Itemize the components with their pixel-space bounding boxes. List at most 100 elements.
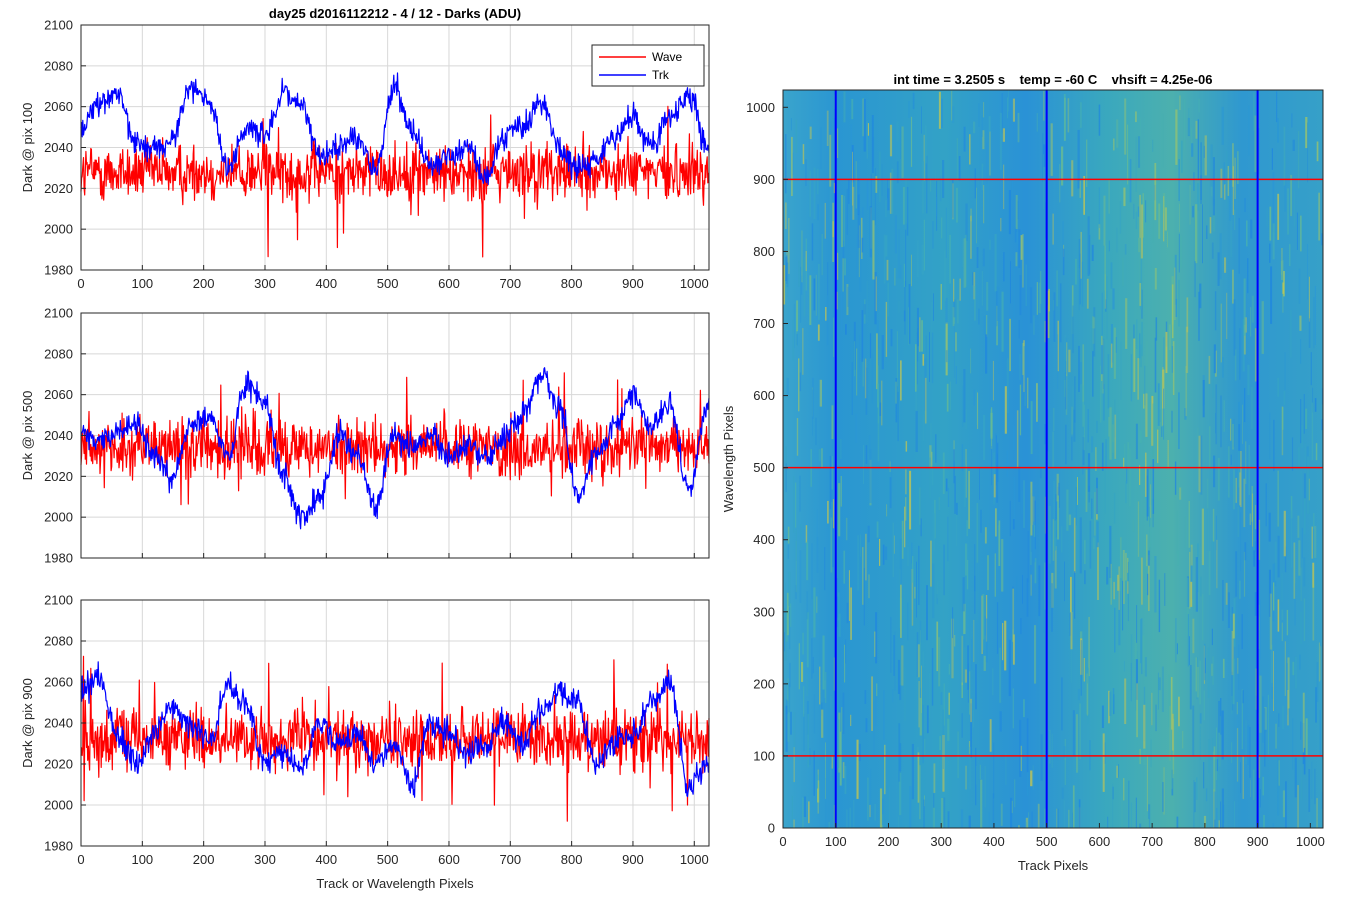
heatmap-streak [1220,303,1222,363]
heatmap-streak [1104,274,1106,309]
heatmap-streak [924,377,927,424]
heatmap-streak [987,555,989,591]
heatmap-streak [1267,694,1269,755]
heatmap-streak [806,591,809,620]
heatmap-streak [1244,387,1246,423]
series-line-trk [80,367,710,530]
heatmap-streak [985,334,988,374]
heatmap-streak [812,656,814,674]
y-tick-label: 2100 [44,593,73,608]
heatmap-streak [1185,365,1188,417]
heatmap-streak [1216,808,1218,828]
heatmap-streak [1250,780,1251,797]
heatmap-streak [1053,299,1055,311]
heatmap-streak [921,665,922,713]
heatmap-streak [1208,355,1211,384]
heatmap-streak [1079,703,1081,759]
heatmap-streak [1186,577,1189,636]
heatmap-streak [805,250,807,271]
heatmap-streak [1238,424,1241,469]
x-tick-label: 200 [193,852,215,867]
heatmap-streak [941,217,943,239]
heatmap-streak [1178,279,1180,327]
x-ticks: 0 100 200 300 400 500 600 700 800 900 1000 [77,841,709,867]
heatmap-streak [1238,450,1241,488]
heatmap-streak [977,392,979,430]
heatmap-streak [1124,678,1127,724]
heatmap-streak [1072,812,1073,828]
heatmap-streak [926,705,929,734]
heatmap-streak [1103,384,1105,421]
heatmap-streak [903,588,905,634]
heatmap-streak [1056,334,1059,389]
heatmap-streak [1152,202,1154,243]
heatmap-streak [839,439,842,459]
heatmap-streak [947,811,950,828]
heatmap-streak [1142,635,1145,670]
heatmap-streak [1104,456,1106,514]
heatmap-streak [945,478,948,492]
heatmap-streak [1161,377,1163,402]
heatmap-streak [1052,431,1055,469]
heatmap-streak [1284,546,1287,573]
heatmap-streak [903,263,905,287]
heatmap-streak [783,265,786,305]
heatmap-streak [1098,104,1101,136]
heatmap-streak [865,718,868,733]
heatmap-streak [1020,235,1023,260]
heatmap-streak [890,616,892,673]
heatmap-streak [1110,343,1113,368]
heatmap-streak [921,244,924,275]
heatmap-streak [1281,248,1283,280]
heatmap-streak [831,489,833,502]
heatmap-streak [1120,537,1122,579]
heatmap-streak [809,275,812,326]
heatmap-streak [917,240,919,278]
heatmap-streak [1096,521,1099,548]
heatmap-streak [1075,258,1078,285]
heatmap-streak [1312,387,1314,413]
heatmap-streak [1314,398,1317,412]
heatmap-streak [1036,383,1038,422]
heatmap-streak [1176,550,1180,566]
heatmap-streak [1010,598,1013,614]
heatmap-streak [1171,346,1174,373]
heatmap-streak [936,621,939,672]
heatmap-streak [953,278,955,302]
heatmap-streak [962,577,965,612]
heatmap-streak [1206,225,1208,239]
heatmap-streak [1291,437,1294,471]
heatmap-streak [965,203,968,241]
series-line-wave [80,372,710,506]
heatmap-streak [1211,663,1214,676]
heatmap-streak [1032,492,1035,533]
heatmap-streak [1146,340,1148,367]
heatmap-streak [1007,90,1009,112]
heatmap-streak [1213,344,1216,374]
heatmap-streak [1189,636,1190,666]
heatmap-y-tick-label: 400 [753,532,775,547]
heatmap-streak [1061,146,1064,186]
heatmap-streak [1112,783,1114,828]
heatmap-streak [942,452,945,495]
heatmap-streak [1112,288,1115,310]
heatmap-streak [1239,472,1241,506]
heatmap-streak [1208,426,1211,468]
heatmap-streak [1065,373,1068,415]
heatmap-streak [1004,620,1007,671]
heatmap-streak [945,297,948,324]
heatmap-streak [936,196,938,217]
heatmap-streak [842,762,845,779]
heatmap-streak [1053,481,1056,519]
heatmap-streak [1064,97,1066,141]
heatmap-streak [978,103,980,127]
heatmap-streak [883,690,885,740]
heatmap-streak [1094,492,1096,536]
heatmap-streak [882,825,884,828]
heatmap-streak [918,681,920,728]
heatmap-streak [1012,688,1014,729]
heatmap-streak [1133,203,1135,219]
heatmap-streak [1199,660,1202,705]
heatmap-streak [893,535,895,554]
heatmap-streak [1067,98,1070,133]
